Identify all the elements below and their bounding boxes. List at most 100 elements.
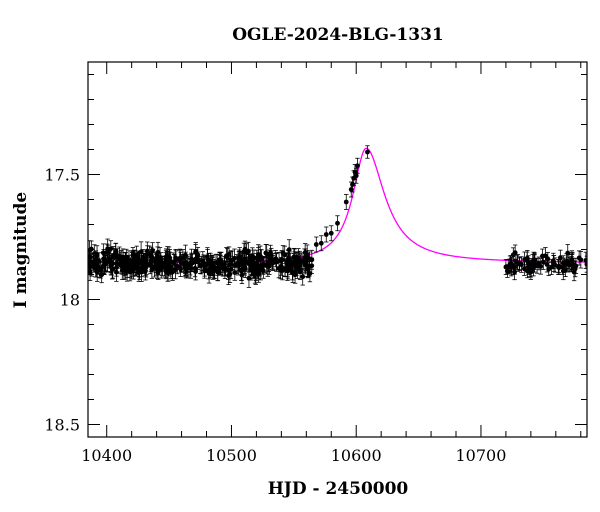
- data-point: [522, 251, 528, 268]
- axis-ticks: [88, 62, 587, 437]
- point-marker: [248, 259, 254, 265]
- data-point: [253, 262, 259, 281]
- point-marker: [118, 262, 124, 268]
- plot-frame: [87, 61, 588, 438]
- point-marker: [555, 264, 561, 270]
- point-marker: [193, 249, 199, 254]
- point-marker: [242, 261, 247, 267]
- point-marker: [287, 258, 292, 263]
- point-marker: [544, 262, 550, 267]
- point-marker: [217, 260, 223, 266]
- data-point: [313, 236, 319, 253]
- x-tick-label: 10600: [331, 446, 382, 465]
- data-point: [163, 257, 169, 274]
- data-points-layer: [88, 145, 587, 288]
- data-point: [297, 250, 303, 270]
- point-marker: [353, 173, 359, 179]
- data-point: [217, 252, 223, 273]
- point-marker: [530, 260, 536, 266]
- data-point: [210, 261, 216, 280]
- data-point: [276, 252, 282, 270]
- point-marker: [350, 182, 355, 187]
- point-marker: [550, 258, 556, 264]
- data-point: [258, 260, 264, 281]
- point-marker: [253, 269, 259, 274]
- data-point: [555, 259, 561, 275]
- point-marker: [149, 254, 155, 260]
- point-marker: [343, 199, 349, 205]
- point-marker: [583, 257, 587, 263]
- point-marker: [124, 268, 130, 274]
- data-point: [202, 262, 207, 279]
- point-marker: [242, 266, 248, 272]
- point-marker: [91, 251, 97, 257]
- data-point: [318, 235, 324, 252]
- data-point: [199, 256, 204, 275]
- point-marker: [220, 266, 226, 272]
- data-point: [248, 254, 254, 271]
- data-point: [550, 252, 556, 269]
- plot-area: [88, 145, 587, 288]
- point-marker: [313, 242, 319, 247]
- point-marker: [213, 260, 219, 266]
- point-marker: [258, 267, 264, 273]
- point-marker: [305, 267, 311, 272]
- point-marker: [144, 248, 150, 254]
- data-point: [105, 251, 110, 272]
- point-marker: [365, 149, 370, 155]
- data-point: [126, 250, 132, 270]
- data-point: [118, 256, 124, 275]
- data-point: [237, 254, 243, 271]
- point-marker: [307, 271, 313, 276]
- data-point: [108, 255, 114, 274]
- point-marker: [292, 272, 298, 278]
- point-marker: [300, 274, 306, 280]
- point-marker: [538, 264, 544, 269]
- data-point: [302, 256, 308, 273]
- point-marker: [153, 263, 159, 269]
- point-marker: [355, 163, 360, 169]
- point-marker: [323, 232, 329, 237]
- y-axis-label: I magnitude: [11, 192, 31, 309]
- point-marker: [210, 268, 216, 274]
- point-marker: [540, 259, 546, 265]
- point-marker: [101, 263, 107, 269]
- point-marker: [302, 262, 308, 268]
- point-marker: [512, 250, 518, 256]
- point-marker: [280, 250, 286, 256]
- data-point: [91, 244, 97, 264]
- data-point: [507, 258, 513, 275]
- x-tick-label: 10400: [81, 446, 132, 465]
- data-point: [172, 253, 177, 273]
- model-curve-layer: [88, 147, 587, 264]
- point-marker: [328, 230, 334, 236]
- point-marker: [142, 268, 148, 274]
- y-tick-label: 17.5: [44, 166, 80, 185]
- data-point: [196, 251, 201, 268]
- point-marker: [246, 275, 252, 281]
- data-point: [142, 261, 148, 281]
- point-marker: [565, 250, 571, 256]
- data-point: [353, 167, 359, 184]
- point-marker: [304, 252, 310, 258]
- point-marker: [515, 260, 521, 266]
- data-point: [263, 243, 269, 262]
- point-marker: [512, 264, 518, 270]
- point-marker: [573, 263, 579, 269]
- point-marker: [178, 259, 184, 265]
- data-point: [323, 226, 329, 243]
- point-marker: [578, 257, 584, 263]
- point-marker: [247, 255, 252, 261]
- point-marker: [202, 268, 207, 274]
- point-marker: [237, 259, 243, 265]
- data-point: [519, 256, 524, 273]
- point-marker: [126, 257, 132, 263]
- point-marker: [565, 262, 571, 267]
- data-point: [153, 257, 159, 276]
- point-marker: [108, 261, 114, 267]
- point-marker: [172, 261, 177, 266]
- x-tick-label: 10500: [206, 446, 257, 465]
- point-marker: [205, 254, 210, 259]
- point-marker: [521, 266, 527, 272]
- data-point: [113, 243, 119, 264]
